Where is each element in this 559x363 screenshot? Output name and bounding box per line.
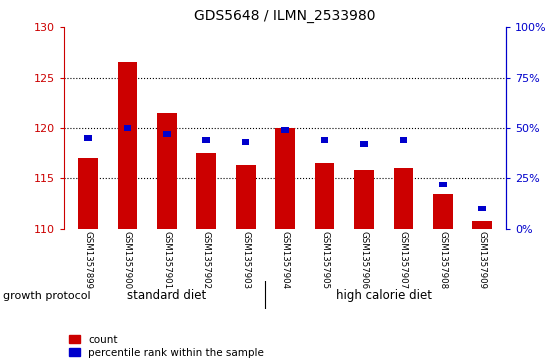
Bar [479, 206, 486, 211]
Bar [275, 128, 295, 229]
Text: GSM1357905: GSM1357905 [320, 231, 329, 289]
Text: GSM1357903: GSM1357903 [241, 231, 250, 289]
Text: GSM1357901: GSM1357901 [162, 231, 171, 289]
Bar [163, 131, 170, 137]
Bar [157, 113, 177, 229]
Text: standard diet: standard diet [127, 289, 206, 302]
Title: GDS5648 / ILMN_2533980: GDS5648 / ILMN_2533980 [195, 9, 376, 24]
Bar [433, 195, 453, 229]
Bar [117, 62, 137, 229]
Bar [439, 182, 447, 187]
Bar [315, 163, 334, 229]
Bar [321, 137, 328, 143]
Text: GSM1357909: GSM1357909 [478, 231, 487, 289]
Bar [360, 141, 368, 147]
Bar [242, 139, 249, 145]
Bar [84, 135, 92, 141]
Bar [394, 168, 413, 229]
Text: GSM1357906: GSM1357906 [359, 231, 368, 289]
Text: high calorie diet: high calorie diet [335, 289, 432, 302]
Bar [400, 137, 407, 143]
Text: GSM1357908: GSM1357908 [438, 231, 447, 289]
Bar [354, 170, 374, 229]
Bar [196, 153, 216, 229]
Bar [281, 127, 289, 133]
Text: GSM1357899: GSM1357899 [83, 231, 92, 289]
Text: GSM1357902: GSM1357902 [202, 231, 211, 289]
Bar [236, 165, 255, 229]
Bar [202, 137, 210, 143]
Text: growth protocol: growth protocol [3, 291, 91, 301]
Text: GSM1357900: GSM1357900 [123, 231, 132, 289]
Text: GSM1357907: GSM1357907 [399, 231, 408, 289]
Bar [124, 125, 131, 131]
Text: GSM1357904: GSM1357904 [281, 231, 290, 289]
Bar [78, 158, 98, 229]
Bar [472, 221, 492, 229]
Legend: count, percentile rank within the sample: count, percentile rank within the sample [69, 335, 264, 358]
